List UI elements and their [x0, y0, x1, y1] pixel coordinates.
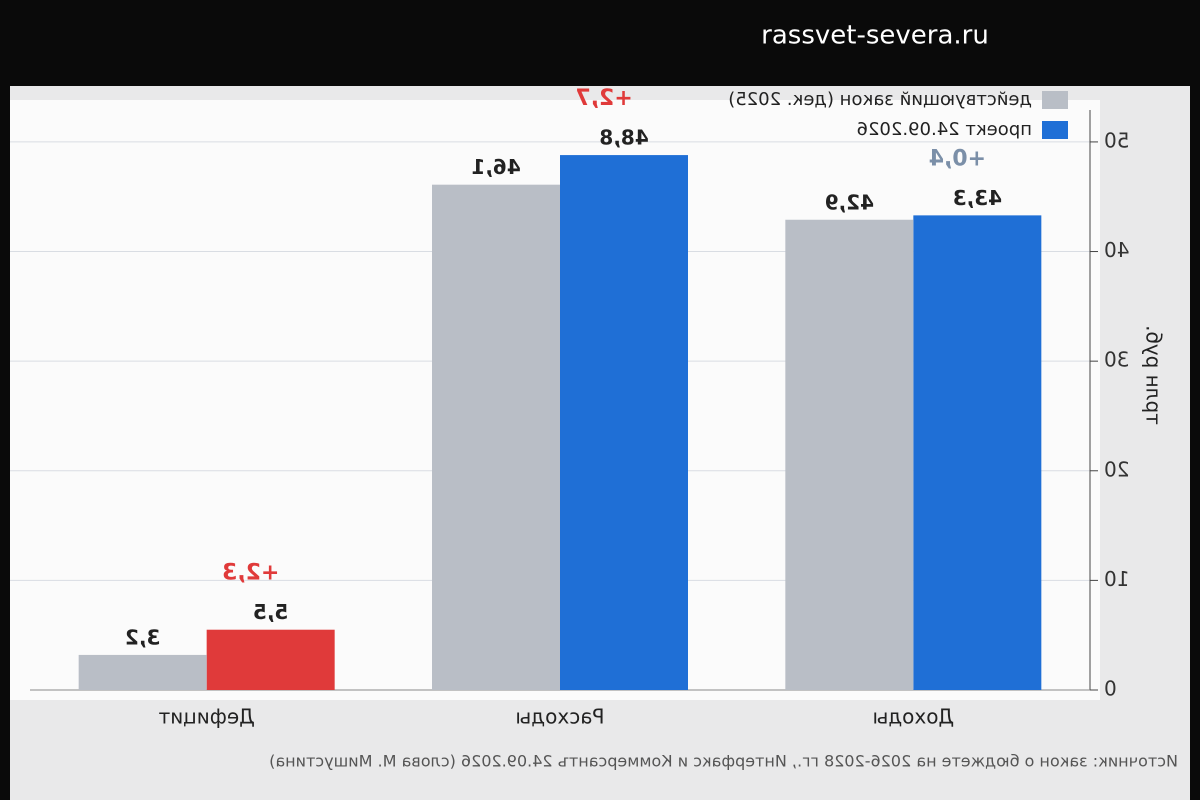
- bar: [432, 184, 560, 690]
- source-note: Источник: закон о бюджете на 2026-2028 г…: [269, 752, 1178, 771]
- chart: 0 10 20 30 40 50 трлн руб. Доходы 43,3 42,9 +0,4 Ра…: [10, 86, 1190, 800]
- x-tick-label: Расходы: [515, 705, 604, 729]
- x-tick-label: Дефицит: [158, 705, 255, 729]
- legend-label: проект 24.09.2026: [857, 119, 1032, 140]
- legend-swatch: [1042, 91, 1068, 109]
- value-label: 48,8: [599, 126, 648, 150]
- y-tick-label: 20: [1104, 457, 1129, 481]
- value-label: 43,3: [953, 186, 1002, 210]
- legend-swatch: [1042, 121, 1068, 139]
- bar: [785, 219, 914, 690]
- bar: [206, 629, 335, 690]
- value-label: 3,2: [125, 625, 160, 649]
- delta-label: +0,4: [929, 146, 986, 171]
- bar: [78, 654, 207, 690]
- watermark: rassvet-severa.ru: [761, 21, 989, 51]
- x-tick-label: Доходы: [873, 705, 955, 729]
- delta-label: +2,7: [575, 86, 632, 111]
- y-tick-label: 10: [1104, 567, 1129, 591]
- y-tick-label: 0: [1104, 677, 1117, 701]
- delta-label: +2,3: [222, 561, 279, 586]
- bar: [913, 215, 1042, 690]
- legend-label: действующий закон (дек. 2025): [728, 89, 1032, 110]
- y-tick-label: 30: [1104, 348, 1129, 372]
- value-label: 42,9: [825, 190, 874, 214]
- y-tick-label: 50: [1104, 128, 1129, 152]
- y-axis-label: трлн руб.: [1142, 325, 1166, 425]
- bar: [560, 155, 688, 691]
- value-label: 5,5: [253, 600, 288, 624]
- value-label: 46,1: [471, 155, 520, 179]
- y-tick-label: 40: [1104, 238, 1129, 262]
